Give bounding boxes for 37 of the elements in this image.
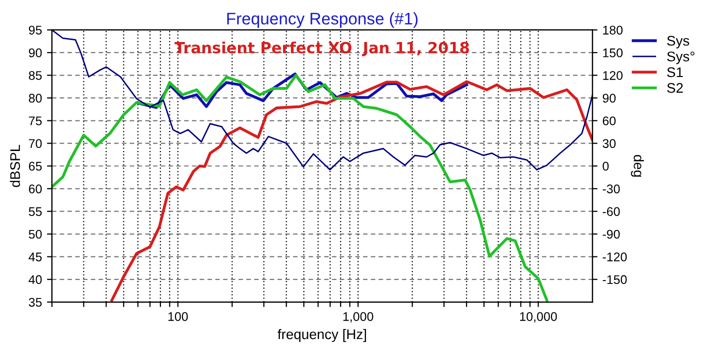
y2-tick-label: -150 — [602, 275, 627, 284]
y2-tick-label: 30 — [602, 139, 616, 148]
annotation: Transient Perfect XO Jan 11, 2018 — [174, 42, 469, 56]
chart-title: Frequency Response (#1) — [227, 12, 418, 28]
y-tick-label: 65 — [28, 162, 42, 171]
y2-tick-label: 150 — [603, 48, 623, 58]
legend-label: Sys° — [667, 52, 694, 64]
y2-tick-label: -120 — [602, 252, 627, 262]
x-axis-title: frequency [Hz] — [278, 328, 366, 342]
y-tick-label: 75 — [28, 116, 42, 126]
y-tick-label: 55 — [28, 207, 42, 216]
y2-tick-label: 0 — [602, 162, 609, 171]
y2-tick-label: -60 — [602, 207, 620, 216]
y-axis-title: dBSPL — [10, 144, 20, 188]
y2-tick-label: 180 — [603, 26, 623, 35]
y2-tick-label: 120 — [603, 71, 623, 80]
x-tick-label: 1,000 — [343, 312, 374, 322]
x-tick-label: 10,000 — [520, 312, 557, 322]
legend-label: S1 — [667, 67, 683, 78]
y-tick-label: 70 — [28, 139, 42, 148]
y-tick-label: 90 — [28, 48, 42, 58]
y-tick-label: 60 — [28, 184, 42, 194]
y2-tick-label: 60 — [602, 116, 616, 126]
y-tick-label: 80 — [28, 94, 42, 103]
y2-tick-label: -30 — [602, 184, 620, 194]
y-tick-label: 40 — [28, 275, 42, 284]
legend-label: S2 — [667, 83, 683, 93]
x-tick-label: 100 — [168, 312, 188, 321]
y-tick-label: 85 — [28, 71, 42, 80]
legend-label: Sys — [667, 36, 690, 48]
y2-tick-label: -90 — [602, 230, 620, 239]
y2-axis-title: deg — [630, 154, 644, 177]
y-tick-label: 95 — [28, 26, 42, 35]
y-tick-label: 45 — [28, 252, 42, 262]
y-tick-label: 35 — [28, 298, 42, 307]
y2-tick-label: 90 — [602, 94, 616, 103]
y-tick-label: 50 — [28, 230, 42, 239]
